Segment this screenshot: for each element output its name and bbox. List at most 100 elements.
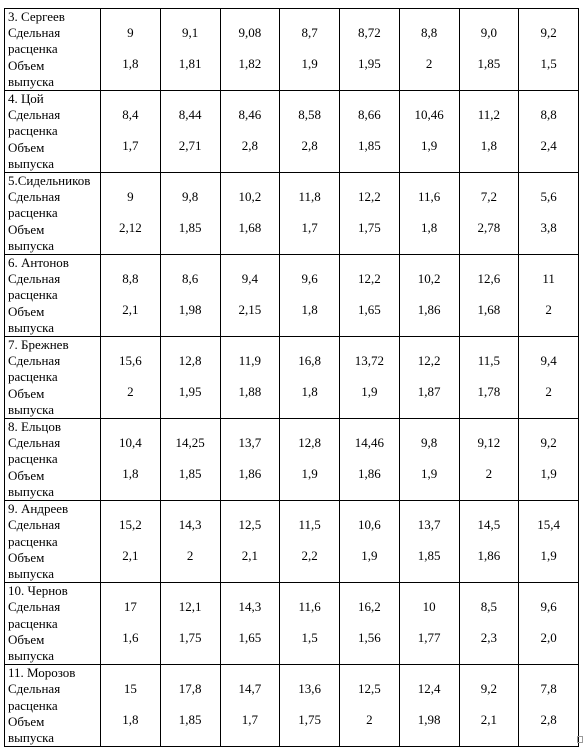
worker-cell: 8. Ельцов Сдельная расценка Объем выпуска (4, 418, 101, 502)
rate-value: 8,7 (301, 25, 318, 40)
volume-value: 1,65 (358, 302, 381, 318)
value-cell: 8,8 2,4 (518, 90, 579, 174)
rate-value: 10,46 (414, 107, 444, 123)
value-cell: 9,6 1,8 (279, 254, 340, 338)
value-cell: 9,2 1,5 (518, 7, 579, 92)
value-cell: 7,8 2,8 (518, 664, 579, 747)
rate-value: 9,4 (241, 271, 258, 287)
rate-value: 9,8 (182, 189, 199, 205)
volume-value: 1,75 (298, 712, 321, 728)
volume-value: 1,7 (301, 220, 318, 236)
value-cell: 9,12 2 (458, 418, 520, 502)
worker-cell: 3. Сергеев Сдельная расценка Объем выпуска (4, 7, 101, 92)
volume-value: 1,85 (178, 712, 202, 728)
value-cell: 7,2 2,78 (458, 172, 520, 256)
rate-value: 9,6 (540, 599, 557, 615)
rate-value: 13,7 (417, 517, 441, 533)
rate-label: расценка (8, 533, 58, 549)
volume-value: 1,86 (238, 466, 262, 482)
rate-value: 9,8 (421, 435, 438, 451)
volume-value: 2,8 (540, 712, 557, 728)
value-cell: 11,6 1,5 (279, 582, 340, 666)
volume-value: 2 (127, 384, 134, 400)
worker-name: 10. Чернов (8, 583, 68, 599)
value-cell: 10 1,77 (398, 582, 460, 666)
volume-label: выпуска (8, 401, 54, 417)
worker-cell: 10. Чернов Сдельная расценка Объем выпуска (4, 582, 101, 666)
table-row: 3. Сергеев Сдельная расценка Объем выпуска 9 1… (4, 7, 579, 92)
volume-value: 2 (425, 56, 433, 72)
volume-value: 1,78 (477, 384, 501, 400)
volume-value: 1,5 (301, 630, 318, 646)
table-row: 7. Брежнев Сдельная расценка Объем выпуска 15… (4, 336, 579, 420)
value-cell: 14,46 1,86 (339, 418, 400, 502)
value-cell: 12,2 1,65 (339, 254, 400, 338)
value-cell: 8,8 2 (398, 7, 460, 92)
rate-value: 16,8 (298, 353, 321, 369)
table-body: 3. Сергеев Сдельная расценка Объем выпуска 9 1… (4, 7, 579, 747)
value-cell: 9,2 1,9 (518, 418, 579, 502)
value-cell: 12,8 1,9 (279, 418, 340, 502)
volume-value: 1,87 (417, 384, 441, 400)
value-cell: 12,1 1,75 (159, 582, 221, 666)
volume-label: выпуска (8, 647, 54, 663)
volume-value: 1,88 (238, 384, 262, 400)
volume-label: Объем (8, 713, 45, 729)
rate-value: 11,8 (298, 189, 321, 205)
rate-value: 12,4 (417, 681, 441, 697)
rate-value: 17,8 (178, 681, 202, 697)
volume-value: 2,1 (122, 548, 139, 564)
value-cell: 9,08 1,82 (219, 7, 281, 92)
volume-value: 2,71 (178, 138, 202, 154)
volume-value: 2,1 (122, 302, 139, 318)
volume-value: 1,9 (540, 548, 557, 564)
volume-value: 2,8 (241, 138, 258, 154)
value-cell: 16,8 1,8 (279, 336, 340, 420)
rate-label: Сдельная (8, 189, 61, 205)
rate-label: Сдельная (8, 353, 61, 369)
rate-value: 15 (123, 681, 137, 697)
rate-value: 9,0 (480, 25, 497, 40)
value-cell: 12,2 1,75 (339, 172, 400, 256)
rate-value: 13,7 (238, 435, 262, 451)
volume-value: 1,9 (301, 466, 318, 482)
rate-value: 8,6 (182, 271, 199, 287)
rate-value: 14,7 (238, 681, 262, 697)
volume-value: 2,1 (480, 712, 497, 728)
rate-label: расценка (8, 369, 58, 385)
value-cell: 15,6 2 (100, 336, 161, 420)
volume-value: 1,8 (421, 220, 438, 236)
value-cell: 8,44 2,71 (159, 90, 221, 174)
volume-value: 2 (366, 712, 373, 728)
volume-value: 1,85 (178, 466, 202, 482)
document-page: 3. Сергеев Сдельная расценка Объем выпуска 9 1… (4, 7, 579, 747)
value-cell: 10,4 1,8 (100, 418, 161, 502)
volume-label: Объем (8, 631, 45, 647)
volume-value: 1,8 (480, 138, 497, 154)
volume-value: 1,77 (417, 630, 441, 646)
table-row: 4. Цой Сдельная расценка Объем выпуска 8,4 1,7… (4, 90, 579, 174)
rate-label: расценка (8, 41, 58, 57)
rate-label: Сдельная (8, 25, 61, 41)
worker-name: 9. Андреев (8, 501, 69, 517)
volume-label: выпуска (8, 155, 54, 171)
rate-value: 11,2 (477, 107, 501, 123)
value-cell: 13,6 1,75 (279, 664, 340, 747)
rate-value: 10,2 (417, 271, 441, 287)
volume-value: 1,8 (301, 384, 318, 400)
rate-value: 12,5 (238, 517, 262, 533)
value-cell: 11,5 1,78 (458, 336, 520, 420)
rate-label: расценка (8, 451, 58, 467)
volume-value: 2 (545, 384, 552, 400)
worker-name: 6. Антонов (8, 255, 69, 271)
value-cell: 15 1,8 (100, 664, 161, 747)
worker-name: 8. Ельцов (8, 419, 61, 435)
volume-value: 1,98 (417, 712, 441, 728)
volume-label: Объем (8, 303, 45, 319)
rate-value: 15,2 (119, 517, 142, 533)
rate-value: 8,46 (238, 107, 262, 123)
rate-value: 17 (123, 599, 137, 615)
table-row: 6. Антонов Сдельная расценка Объем выпуска 8,… (4, 254, 579, 338)
value-cell: 9,4 2,15 (219, 254, 281, 338)
volume-value: 1,56 (358, 630, 381, 646)
